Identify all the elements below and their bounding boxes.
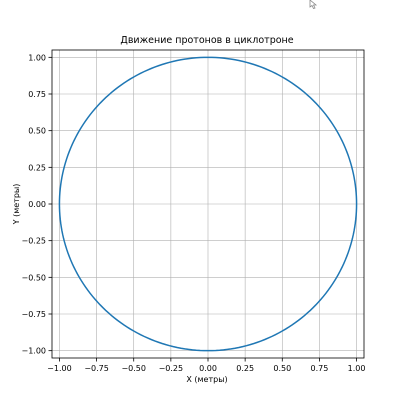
x-tick-label: −1.00	[47, 364, 72, 373]
x-tick-label: −0.75	[84, 364, 109, 373]
x-tick-label: −0.50	[121, 364, 146, 373]
x-tick-label: 0.75	[311, 364, 329, 373]
y-tick-label: −1.00	[21, 347, 46, 356]
y-tick-label: −0.25	[21, 237, 46, 246]
x-axis-ticks: −1.00 −0.75 −0.50 −0.25 0.00 0.25 0.50 0.75 1.00	[47, 358, 365, 373]
y-tick-label: 0.25	[28, 163, 46, 172]
y-tick-label: 1.00	[28, 53, 46, 62]
x-axis-label: X (метры)	[186, 375, 227, 384]
y-tick-label: −0.50	[21, 273, 46, 282]
x-tick-label: −0.25	[159, 364, 184, 373]
y-axis-label: Y (метры)	[12, 184, 21, 226]
mouse-pointer-icon	[309, 0, 318, 9]
x-tick-label: 0.25	[236, 364, 254, 373]
x-tick-label: 1.00	[348, 364, 366, 373]
y-tick-label: 0.50	[28, 127, 46, 136]
y-tick-label: −0.75	[21, 310, 46, 319]
y-axis-ticks: −1.00 −0.75 −0.50 −0.25 0.00 0.25 0.50 0.75 1.00	[21, 53, 52, 356]
y-tick-label: 0.75	[28, 90, 46, 99]
y-tick-label: 0.00	[28, 200, 46, 209]
x-tick-label: 0.00	[199, 364, 217, 373]
x-tick-label: 0.50	[273, 364, 291, 373]
trajectory-line	[58, 56, 358, 352]
plot-series	[58, 56, 358, 352]
chart-title: Движение протонов в циклотроне	[120, 35, 293, 46]
